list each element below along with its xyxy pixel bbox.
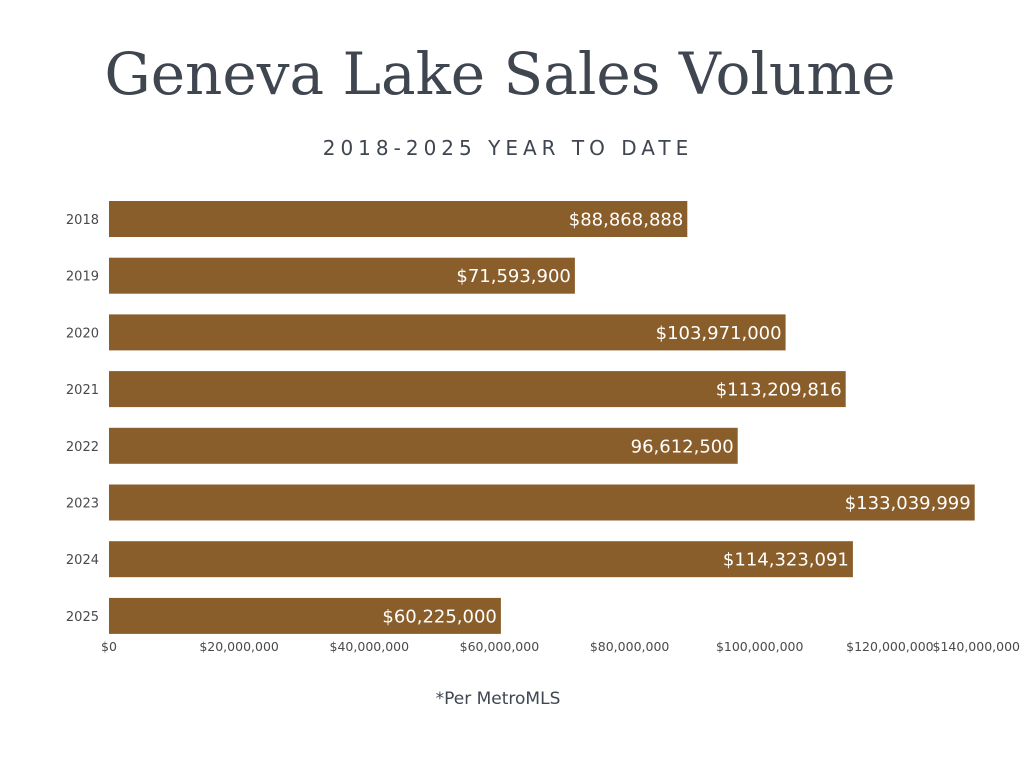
x-tick-label: $20,000,000 <box>199 639 279 654</box>
bar-2020 <box>109 314 786 351</box>
data-label: 96,612,500 <box>631 436 734 457</box>
y-tick-label: 2022 <box>66 440 99 455</box>
x-axis-labels: $0 $20,000,000 $40,000,000 $60,000,000 $80,0… <box>101 639 1020 654</box>
data-label: $60,225,000 <box>382 606 497 627</box>
data-label: $114,323,091 <box>723 550 849 571</box>
x-tick-label: $60,000,000 <box>460 639 540 654</box>
data-label: $71,593,900 <box>456 266 571 287</box>
y-tick-label: 2019 <box>66 270 99 285</box>
x-tick-label: $40,000,000 <box>330 639 410 654</box>
data-label: $88,868,888 <box>569 210 684 231</box>
data-labels: $88,868,888 $71,593,900 $103,971,000 $113,2… <box>382 210 970 628</box>
y-axis-labels: 2018 2019 2020 2021 2022 2023 2024 2025 <box>66 213 99 625</box>
x-tick-label: $140,000,000 <box>933 639 1021 654</box>
y-tick-label: 2021 <box>66 383 99 398</box>
footnote: *Per MetroMLS <box>435 689 561 709</box>
bar-2022 <box>109 427 738 464</box>
x-tick-label: $100,000,000 <box>716 639 804 654</box>
bar-2019 <box>109 257 575 294</box>
bar-2021 <box>109 371 846 408</box>
bar-2025 <box>109 597 501 634</box>
bar-2024 <box>109 541 853 578</box>
x-tick-label: $80,000,000 <box>590 639 670 654</box>
x-tick-label: $120,000,000 <box>846 639 934 654</box>
bar-2018 <box>109 201 688 237</box>
y-tick-label: 2025 <box>66 610 99 625</box>
data-label: $133,039,999 <box>845 493 971 514</box>
data-label: $103,971,000 <box>656 323 782 344</box>
y-tick-label: 2024 <box>66 553 99 568</box>
x-tick-label: $0 <box>101 639 117 654</box>
bars-layer <box>109 201 975 634</box>
data-label: $113,209,816 <box>716 380 842 401</box>
chart-title: Geneva Lake Sales Volume <box>104 40 896 108</box>
bar-2023 <box>109 484 975 521</box>
y-tick-label: 2020 <box>66 326 99 341</box>
y-tick-label: 2018 <box>66 213 99 228</box>
chart-subtitle: 2018-2025 YEAR TO DATE <box>322 136 694 160</box>
y-tick-label: 2023 <box>66 497 99 512</box>
